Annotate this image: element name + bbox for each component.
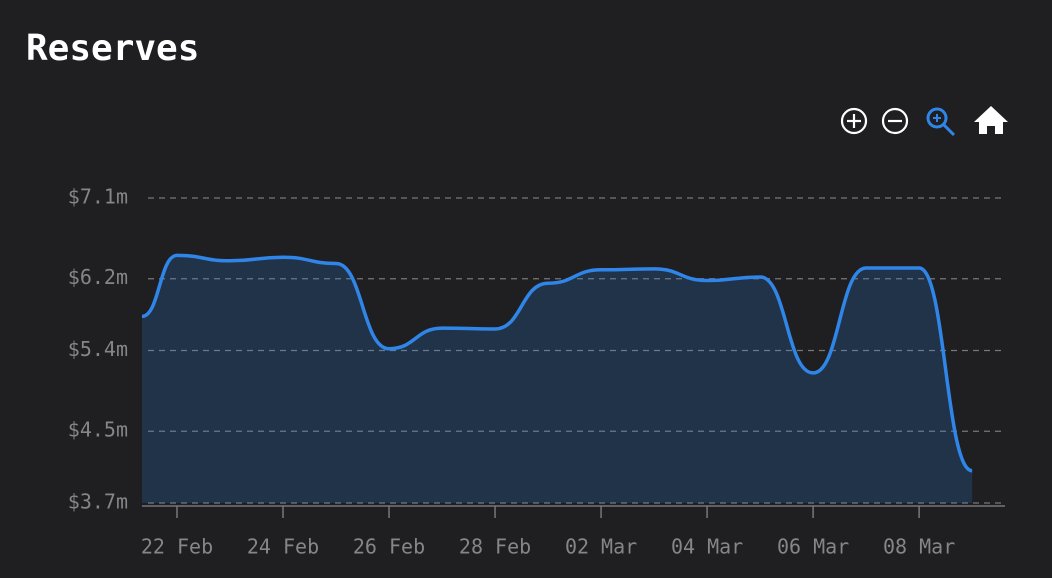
zoom-in-button[interactable] [840,107,868,135]
y-tick-label: $6.2m [68,265,128,289]
zoom-out-button[interactable] [881,107,909,135]
y-tick-label: $4.5m [68,418,128,442]
x-tick-label: 28 Feb [459,535,531,559]
line [141,253,973,473]
chart-title: Reserves [26,28,199,69]
y-tick-label: $3.7m [68,490,128,514]
x-tick-label: 02 Mar [565,535,637,559]
x-tick-label: 08 Mar [883,535,955,559]
x-tick-label: 26 Feb [353,535,425,559]
x-tick-label: 24 Feb [247,535,319,559]
y-tick-label: $7.1m [68,185,128,209]
reset-zoom-button[interactable] [974,106,1008,134]
y-tick-label: $5.4m [68,337,128,361]
x-tick-label: 06 Mar [777,535,849,559]
selection-zoom-button[interactable] [926,107,956,137]
toolbar [840,106,1008,137]
area-fill [142,255,973,503]
x-tick-label: 04 Mar [671,535,743,559]
x-tick-label: 22 Feb [141,535,213,559]
